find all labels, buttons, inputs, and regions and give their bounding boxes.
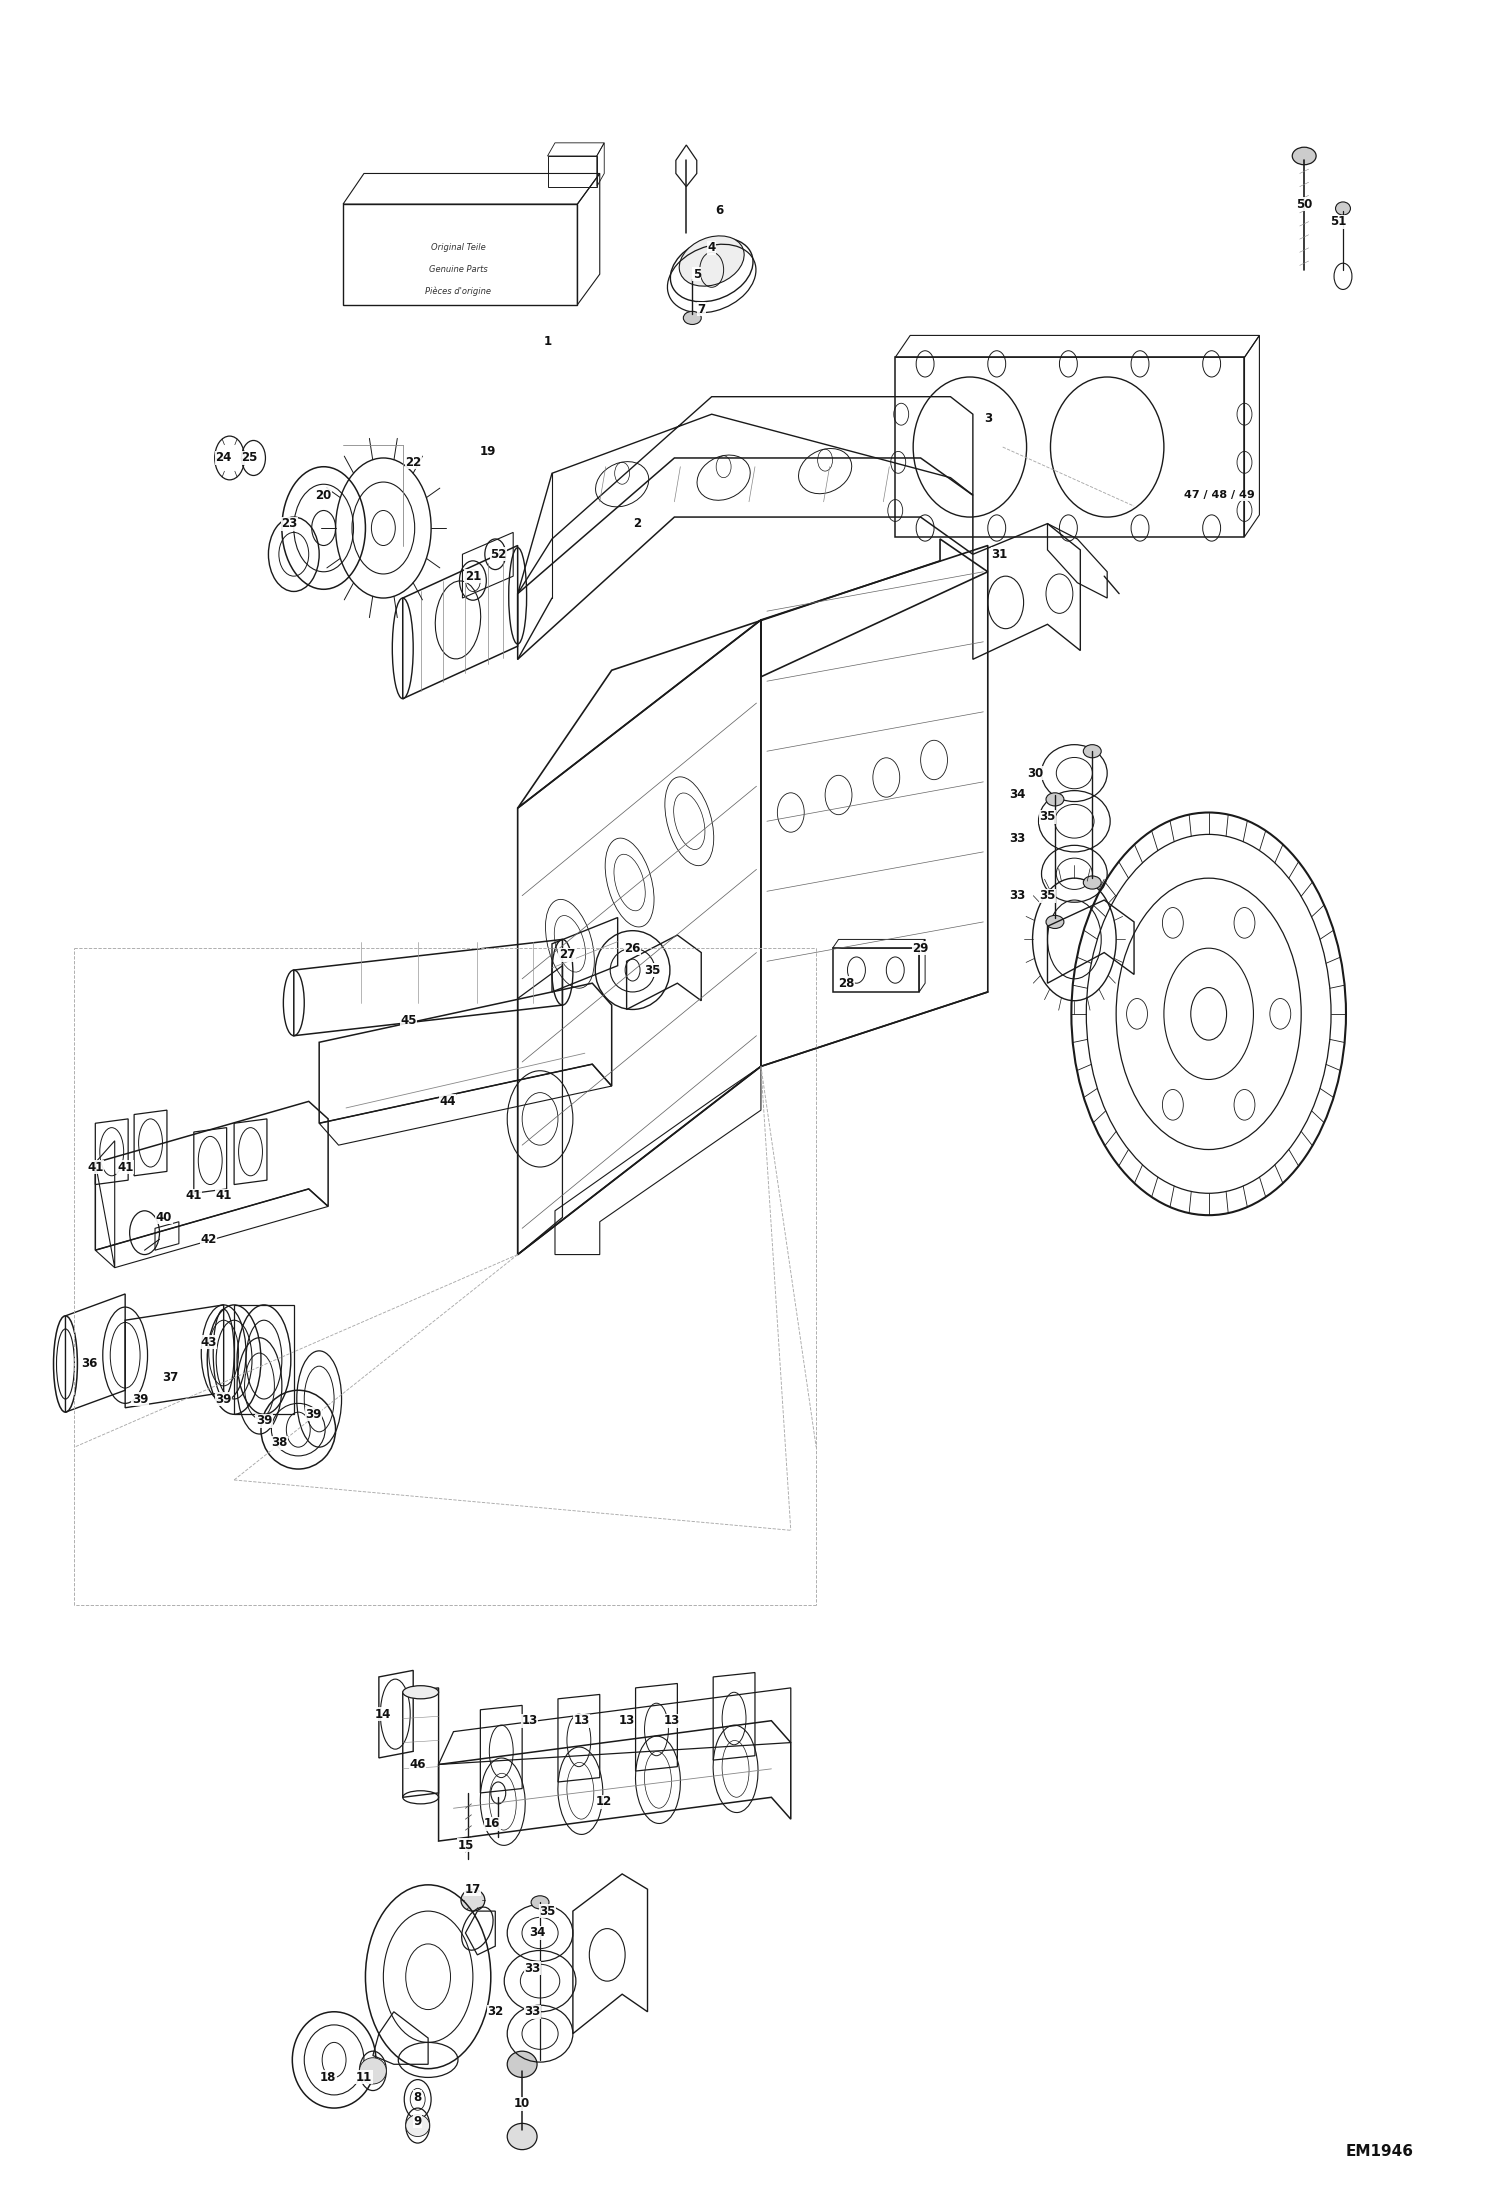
- Text: 11: 11: [357, 2071, 372, 2084]
- Text: 7: 7: [697, 303, 706, 316]
- Text: 35: 35: [644, 963, 661, 976]
- Text: 38: 38: [271, 1437, 288, 1450]
- Text: 30: 30: [644, 963, 661, 976]
- Text: 13: 13: [619, 1714, 635, 1727]
- Ellipse shape: [1293, 147, 1317, 165]
- Text: 45: 45: [400, 1014, 416, 1027]
- Text: 24: 24: [216, 452, 232, 465]
- Text: 27: 27: [559, 948, 575, 961]
- Text: 13: 13: [664, 1714, 680, 1727]
- Text: 17: 17: [464, 1882, 481, 1896]
- Text: 10: 10: [514, 2097, 530, 2111]
- Ellipse shape: [360, 2058, 386, 2084]
- Text: 33: 33: [1010, 889, 1026, 902]
- Text: 2: 2: [634, 518, 641, 531]
- Text: EM1946: EM1946: [1345, 2144, 1413, 2159]
- Text: 30: 30: [1028, 766, 1044, 779]
- Text: 31: 31: [992, 548, 1008, 562]
- Ellipse shape: [679, 237, 745, 285]
- Text: 1: 1: [544, 336, 551, 349]
- Text: 25: 25: [241, 452, 258, 465]
- Text: 42: 42: [201, 1233, 217, 1246]
- Text: 32: 32: [487, 2005, 503, 2018]
- Text: 52: 52: [490, 548, 506, 562]
- Ellipse shape: [1336, 202, 1351, 215]
- Text: 34: 34: [1010, 788, 1026, 801]
- Text: 51: 51: [1330, 215, 1347, 228]
- Ellipse shape: [532, 1896, 548, 1909]
- Text: 39: 39: [132, 1393, 148, 1406]
- Text: 47 / 48 / 49: 47 / 48 / 49: [1183, 489, 1254, 500]
- Text: 37: 37: [162, 1371, 178, 1384]
- Text: 36: 36: [81, 1358, 97, 1371]
- Ellipse shape: [1083, 744, 1101, 757]
- Text: 16: 16: [484, 1817, 500, 1830]
- Text: 19: 19: [479, 445, 496, 459]
- Ellipse shape: [461, 1889, 485, 1911]
- Ellipse shape: [403, 1685, 439, 1698]
- Text: 43: 43: [201, 1336, 217, 1349]
- Text: Pièces d'origine: Pièces d'origine: [425, 287, 491, 296]
- Text: 22: 22: [404, 456, 421, 470]
- Text: 44: 44: [439, 1095, 455, 1108]
- Text: 8: 8: [413, 2091, 422, 2104]
- Ellipse shape: [406, 2115, 430, 2137]
- Text: 34: 34: [529, 1926, 545, 1939]
- Text: 20: 20: [316, 489, 331, 502]
- Text: 40: 40: [156, 1211, 172, 1224]
- Text: 50: 50: [1296, 197, 1312, 211]
- Text: 3: 3: [984, 412, 992, 426]
- Text: 28: 28: [837, 976, 854, 989]
- Text: 33: 33: [524, 1961, 541, 1975]
- Ellipse shape: [683, 312, 701, 325]
- Ellipse shape: [1083, 875, 1101, 889]
- Text: 6: 6: [715, 204, 724, 217]
- Text: Original Teile: Original Teile: [430, 244, 485, 252]
- Text: 15: 15: [457, 1839, 473, 1852]
- Text: 41: 41: [216, 1189, 232, 1202]
- Text: 41: 41: [87, 1161, 103, 1174]
- Text: 35: 35: [1040, 810, 1056, 823]
- Text: 39: 39: [306, 1409, 322, 1422]
- Ellipse shape: [1046, 915, 1064, 928]
- Text: 14: 14: [374, 1707, 391, 1720]
- Text: 4: 4: [707, 241, 716, 255]
- Text: 26: 26: [625, 941, 641, 954]
- Text: 18: 18: [321, 2071, 337, 2084]
- Text: 41: 41: [186, 1189, 202, 1202]
- Text: 23: 23: [282, 518, 298, 531]
- Text: 29: 29: [912, 941, 929, 954]
- Text: Genuine Parts: Genuine Parts: [428, 265, 487, 274]
- Text: 13: 13: [521, 1714, 538, 1727]
- Ellipse shape: [508, 2124, 538, 2150]
- Ellipse shape: [508, 2051, 538, 2078]
- Text: 39: 39: [216, 1393, 232, 1406]
- Text: 35: 35: [539, 1904, 556, 1918]
- Text: 5: 5: [692, 268, 701, 281]
- Text: 46: 46: [409, 1757, 425, 1771]
- Text: 35: 35: [1040, 889, 1056, 902]
- Text: 39: 39: [256, 1415, 273, 1428]
- Text: 12: 12: [596, 1795, 613, 1808]
- Text: 9: 9: [413, 2115, 422, 2128]
- Text: 33: 33: [1010, 832, 1026, 845]
- Text: 33: 33: [524, 2005, 541, 2018]
- Text: 21: 21: [464, 570, 481, 584]
- Text: 41: 41: [117, 1161, 133, 1174]
- Ellipse shape: [1046, 792, 1064, 805]
- Text: 13: 13: [574, 1714, 590, 1727]
